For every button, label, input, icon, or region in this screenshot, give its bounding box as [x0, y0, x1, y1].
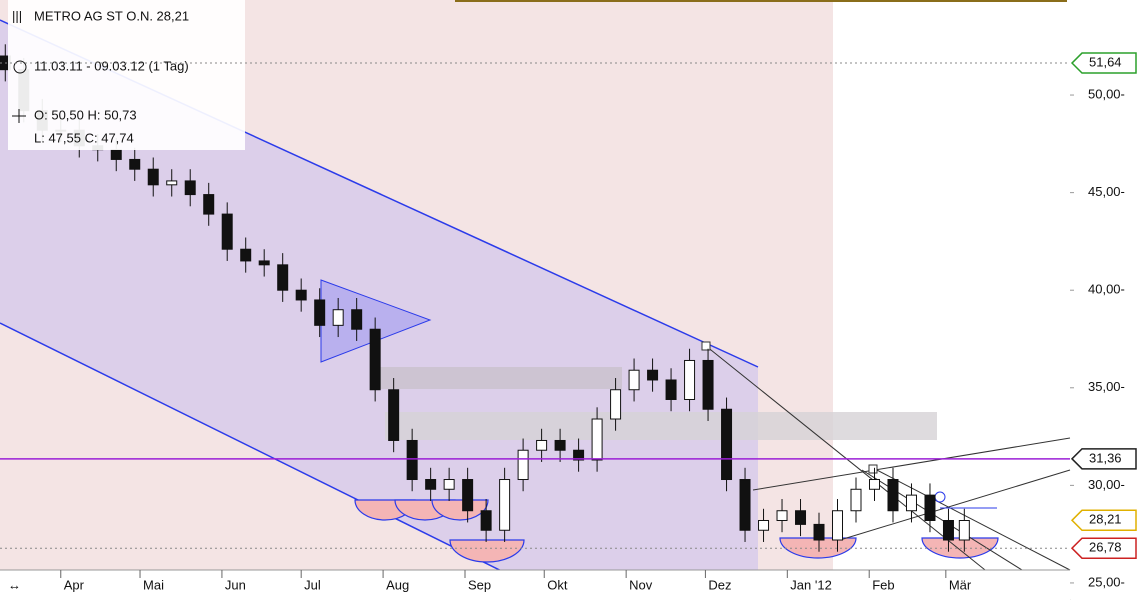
- x-tick-label: Feb: [872, 577, 894, 592]
- candle-body: [958, 519, 970, 541]
- clock-icon: [13, 60, 27, 74]
- candle-body: [147, 168, 159, 186]
- candle-body: [499, 479, 511, 531]
- candle-body: [240, 248, 252, 262]
- y-tick-label: 35,00-: [1088, 379, 1125, 394]
- candle-body: [702, 359, 714, 410]
- candle-body: [443, 479, 455, 490]
- candle-body: [739, 479, 751, 531]
- candle-body: [258, 260, 270, 266]
- x-tick-label: Dez: [708, 577, 731, 592]
- candle-body: [480, 510, 492, 531]
- candle-body: [388, 389, 400, 441]
- candle-body: [758, 519, 770, 531]
- candle-body: [332, 309, 344, 326]
- candle-body: [776, 510, 788, 521]
- candle-body: [536, 439, 548, 451]
- x-tick-label: Mär: [949, 577, 972, 592]
- candle-body: [110, 149, 122, 160]
- candle-body: [721, 408, 733, 481]
- candle-body: [277, 264, 289, 291]
- y-tick-label: 25,00-: [1088, 574, 1125, 589]
- zone-rect: [385, 412, 937, 440]
- chart-subtitle: 11.03.11 - 09.03.12 (1 Tag): [34, 58, 189, 73]
- candle-body: [369, 328, 381, 391]
- candle-body: [813, 523, 825, 541]
- ohlc-text: L: 47,55 C: 47,74: [34, 130, 134, 145]
- candle-body: [425, 479, 437, 490]
- x-tick-label: Jun: [225, 577, 246, 592]
- candle-body: [573, 449, 585, 461]
- zone-rect: [372, 367, 622, 389]
- cross-icon: [12, 109, 26, 123]
- candle-body: [295, 289, 307, 301]
- candle-body: [221, 213, 233, 250]
- x-tick-label: Jan '12: [790, 577, 832, 592]
- y-tick-label: 50,00-: [1088, 86, 1125, 101]
- y-tick-label: 30,00-: [1088, 477, 1125, 492]
- x-tick-label: Jul: [304, 577, 321, 592]
- candle-body: [610, 389, 622, 420]
- candle-body: [591, 418, 603, 461]
- candle-body: [628, 369, 640, 391]
- candle-body: [351, 309, 363, 330]
- x-tick-label: Nov: [629, 577, 653, 592]
- candle-body: [462, 479, 474, 512]
- candle-body: [868, 479, 880, 490]
- top-bar: [455, 0, 1067, 2]
- candle-body: [905, 494, 917, 512]
- price-marker-label: 28,21: [1089, 512, 1122, 527]
- channel-lower: [0, 322, 541, 591]
- x-tick-label: Okt: [547, 577, 568, 592]
- price-marker-label: 51,64: [1089, 54, 1122, 69]
- y-tick-label: 40,00-: [1088, 282, 1125, 297]
- candle-body: [850, 488, 862, 512]
- candle-body: [554, 439, 566, 451]
- price-marker-label: 31,36: [1089, 450, 1122, 465]
- price-marker: [1070, 52, 1137, 74]
- candle-body: [166, 180, 178, 186]
- ohlc-text: O: 50,50 H: 50,73: [34, 107, 137, 122]
- anchor: [701, 341, 711, 351]
- price-marker-label: 26,78: [1089, 540, 1122, 555]
- candle-body: [832, 510, 844, 541]
- anchor: [868, 464, 878, 474]
- candle-body: [517, 449, 529, 481]
- price-marker: [1070, 537, 1137, 559]
- candle-body: [665, 379, 677, 400]
- x-axis-bg: [0, 570, 1070, 605]
- candle-body: [314, 299, 326, 326]
- x-tick-label: Aug: [386, 577, 409, 592]
- candle-body: [129, 158, 141, 170]
- candle-body: [942, 519, 954, 541]
- scroll-icon: ↔: [8, 577, 21, 592]
- chart-icon: |||: [12, 8, 22, 23]
- x-tick-label: Sep: [468, 577, 491, 592]
- candle-body: [887, 479, 899, 512]
- price-marker: [1070, 448, 1137, 470]
- candle-body: [684, 359, 696, 400]
- x-tick-label: Mai: [143, 577, 164, 592]
- candle-body: [924, 494, 936, 521]
- candle-body: [406, 439, 418, 481]
- y-tick-label: 45,00-: [1088, 184, 1125, 199]
- legend-box: [8, 0, 245, 150]
- candle-body: [647, 369, 659, 381]
- candle-body: [184, 180, 196, 196]
- x-tick-label: Apr: [64, 577, 85, 592]
- candle-body: [795, 510, 807, 525]
- price-marker: [1070, 509, 1137, 532]
- candle-body: [203, 194, 215, 215]
- chart-title: METRO AG ST O.N. 28,21: [34, 8, 189, 23]
- anchor: [934, 491, 946, 503]
